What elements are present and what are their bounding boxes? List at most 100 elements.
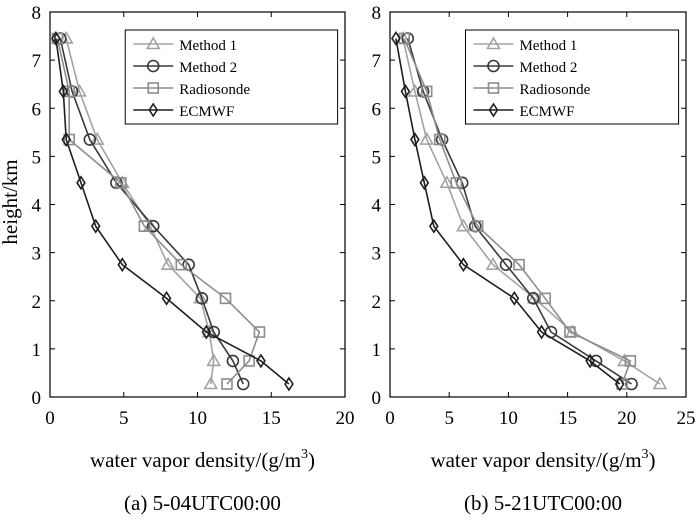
data-point-diamond [410, 132, 420, 147]
data-point-diamond [458, 257, 469, 273]
x-tick-label: 5 [119, 408, 129, 429]
chart-panel-2: 0 5 10 15 20 25 0 1 2 3 4 5 6 7 8 Method 1 Method 2 Radio… [372, 3, 696, 515]
data-point-diamond [61, 132, 72, 147]
legend-marker-triangle [486, 36, 501, 50]
y-tick-label: 0 [372, 388, 382, 409]
x-tick-label: 15 [558, 408, 577, 429]
data-point-diamond [161, 290, 172, 306]
data-point-square [420, 85, 433, 98]
data-point-diamond [536, 324, 547, 340]
data-point-diamond [58, 83, 69, 99]
data-point-square [243, 355, 255, 367]
legend: Method 1 Method 2 Radiosonde ECMWF [124, 29, 339, 125]
y-tick-label: 4 [32, 196, 42, 217]
y-tick-label: 2 [32, 292, 42, 313]
x-axis-title: water vapor density/(g/m3) [430, 447, 655, 472]
legend-label: Method 2 [179, 60, 237, 76]
legend-marker-diamond [488, 102, 499, 118]
y-tick-label: 6 [32, 99, 42, 120]
series-radiosonde [51, 32, 266, 390]
x-axis-title-close: ) [649, 448, 656, 472]
panel-caption: (a) 5-04UTC00:00 [124, 491, 281, 515]
x-tick-label: 25 [677, 408, 696, 429]
data-point-square [138, 220, 151, 232]
chart-panel-1: 0 5 10 15 20 0 1 2 3 4 5 6 7 8 Method 1 Method 2 Radioso… [32, 3, 355, 515]
legend-box [124, 29, 339, 125]
x-tick-label: 0 [45, 408, 55, 429]
data-point-diamond [76, 175, 86, 191]
x-tick-label: 20 [617, 408, 636, 429]
data-point-diamond [90, 218, 101, 234]
data-point-triangle [58, 30, 74, 44]
data-point-diamond [400, 83, 411, 99]
data-point-square [564, 326, 576, 338]
legend-label: ECMWF [179, 104, 234, 120]
data-point-circle [226, 354, 240, 368]
panel-caption: (b) 5-21UTC00:00 [464, 491, 622, 515]
legend-label: Radiosonde [179, 82, 250, 98]
data-point-triangle [89, 131, 105, 145]
x-tick-label: 10 [188, 408, 207, 429]
x-axis-title-main: water vapor density/(g/m [90, 448, 301, 472]
data-point-diamond [51, 31, 61, 46]
data-point-square [450, 177, 463, 189]
data-point-square [513, 258, 525, 271]
data-point-circle [499, 258, 513, 271]
legend-marker-triangle [145, 36, 161, 50]
y-tick-label: 6 [372, 99, 382, 120]
x-tick-label: 5 [444, 408, 454, 429]
x-tick-label: 10 [499, 408, 518, 429]
data-point-diamond [509, 290, 520, 306]
data-point-square [624, 355, 637, 367]
legend-marker-square [147, 82, 160, 94]
data-point-square [63, 85, 75, 98]
data-point-circle [146, 219, 160, 233]
series-ecmwf [51, 31, 294, 392]
series-line [56, 38, 261, 385]
data-point-triangle [456, 218, 471, 232]
x-axis-title-close: ) [308, 448, 315, 472]
data-point-triangle [419, 131, 435, 145]
legend-marker-circle [487, 59, 500, 73]
data-point-square [471, 220, 484, 232]
legend-label: Radiosonde [519, 82, 590, 98]
data-point-diamond [585, 353, 595, 369]
data-point-square [175, 258, 188, 271]
data-point-diamond [117, 257, 128, 273]
legend-marker-circle [146, 59, 160, 73]
data-point-diamond [428, 218, 439, 234]
data-point-triangle [72, 83, 87, 97]
legend-box [464, 29, 680, 125]
series-line [55, 38, 290, 385]
legend-marker-diamond [148, 102, 159, 118]
legend-marker-square [487, 82, 500, 94]
data-point-circle [526, 292, 540, 305]
data-point-circle [236, 377, 250, 391]
y-tick-label: 3 [372, 244, 382, 265]
data-point-square [616, 378, 628, 390]
y-tick-label: 7 [32, 51, 42, 72]
x-tick-label: 0 [385, 408, 395, 429]
y-tick-label: 3 [32, 244, 42, 265]
data-point-diamond [391, 31, 401, 46]
data-point-circle [625, 377, 638, 391]
data-point-square [115, 177, 127, 189]
data-point-triangle [203, 376, 219, 390]
series-line [65, 38, 215, 385]
data-point-circle [195, 292, 209, 305]
x-tick-label: 20 [336, 408, 355, 429]
series-ecmwf [391, 31, 625, 392]
y-tick-label: 2 [372, 292, 382, 313]
data-point-triangle [652, 376, 668, 390]
x-tick-label: 15 [262, 408, 281, 429]
data-point-triangle [206, 353, 222, 367]
data-point-diamond [201, 324, 212, 340]
series-line [59, 38, 244, 385]
data-point-circle [207, 325, 221, 339]
legend-label: ECMWF [519, 104, 574, 120]
legend-label: Method 2 [519, 60, 577, 76]
data-point-diamond [614, 376, 625, 392]
y-tick-label: 5 [32, 147, 42, 168]
data-point-triangle [527, 290, 542, 304]
legend: Method 1 Method 2 Radiosonde ECMWF [464, 29, 680, 125]
